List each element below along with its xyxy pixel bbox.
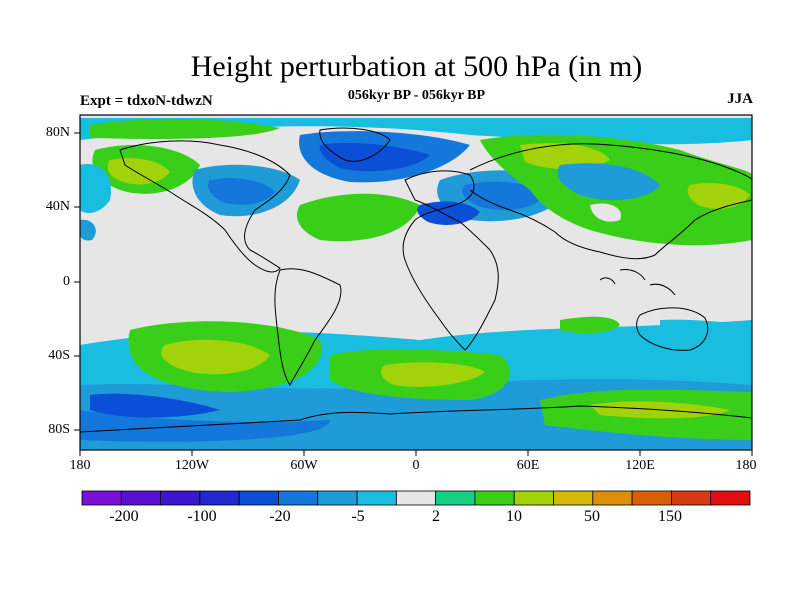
lat-tick-label: 40S [48,348,70,363]
colorbar [81,490,751,506]
lon-tick-label: 60W [290,458,318,473]
season-label: JJA [727,91,753,107]
lat-tick-label: 0 [63,274,70,289]
colorbar-swatch [395,490,437,506]
colorbar-swatch [120,490,161,506]
colorbar-swatch [671,490,712,506]
lat-tick-label: 80S [48,422,70,437]
plot-title: Height perturbation at 500 hPa (in m) [190,50,643,83]
plot-subtitle: 056kyr BP - 056kyr BP [347,88,486,103]
height-contour-field [80,115,752,450]
colorbar-label: 50 [584,508,600,525]
colorbar-swatch [710,490,751,506]
lon-tick-label: 180 [69,458,91,473]
colorbar-label: -5 [351,508,365,525]
lon-tick-label: 60E [516,458,540,473]
colorbar-swatch [317,490,358,506]
colorbar-swatch [81,490,122,506]
colorbar-swatch [592,490,633,506]
lon-tick-label: 120W [174,458,210,473]
colorbar-swatch [199,490,240,506]
lon-tick-label: 120E [625,458,655,473]
colorbar-swatch [435,490,476,506]
colorbar-label: 2 [432,508,440,525]
colorbar-swatch [513,490,554,506]
colorbar-swatch [474,490,515,506]
colorbar-label: -200 [109,508,139,525]
lon-tick-label: 180 [735,458,757,473]
experiment-label: Expt = tdxoN-tdwzN [80,93,213,109]
colorbar-label: -20 [269,508,291,525]
colorbar-label: 150 [658,508,682,525]
lon-tick-label: 0 [412,458,420,473]
colorbar-label: -100 [187,508,217,525]
colorbar-swatch [553,490,594,506]
colorbar-label: 10 [506,508,522,525]
coastlines [80,127,752,433]
colorbar-swatch [631,490,672,506]
lat-tick-label: 80N [45,125,70,140]
colorbar-swatch [356,490,397,506]
colorbar-swatch [160,490,201,506]
colorbar-swatch [278,490,319,506]
lat-tick-label: 40N [45,199,70,214]
axis-ticks [74,132,753,456]
colorbar-swatch [238,490,279,506]
